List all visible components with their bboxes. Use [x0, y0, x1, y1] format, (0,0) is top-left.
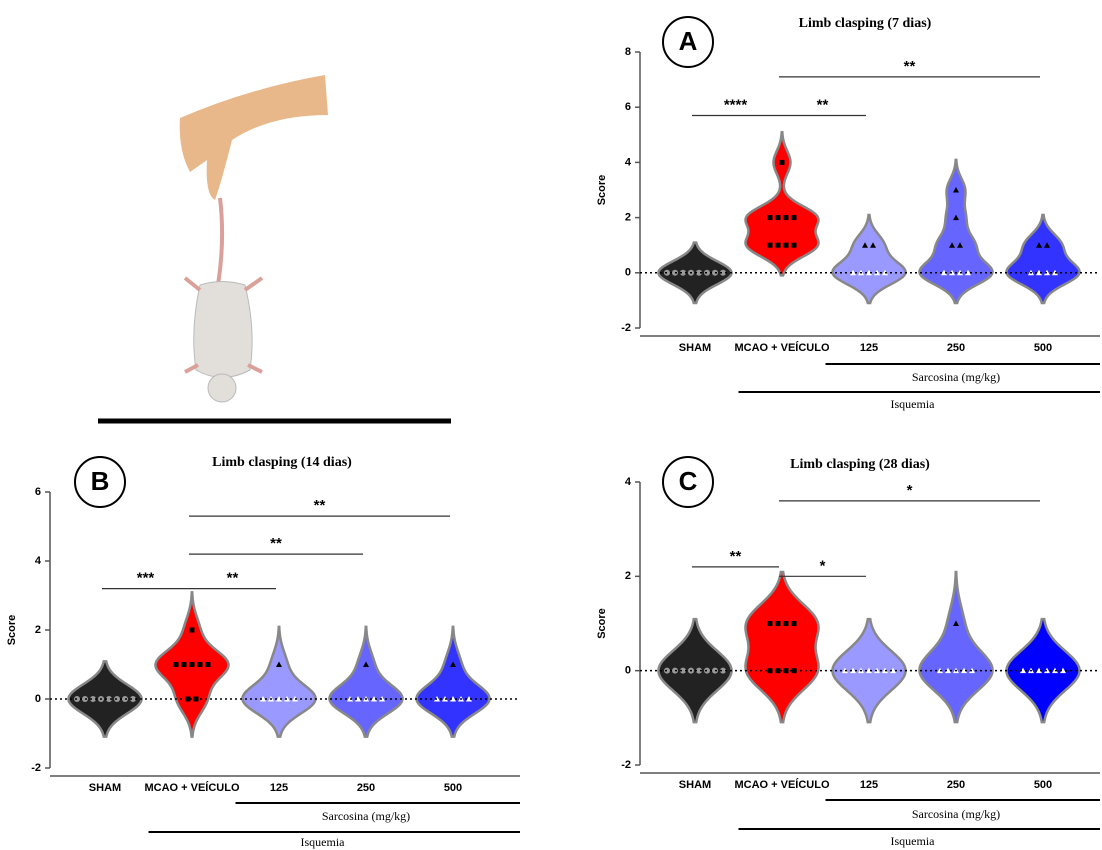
data-point: [190, 628, 195, 633]
tail: [218, 198, 222, 285]
y-tick-label: -2: [621, 322, 631, 334]
x-tick-label: SHAM: [679, 342, 711, 354]
y-axis-label: Score: [6, 615, 18, 646]
figure: Limb clasping (7 dias) A Score -2 0 2 4 6 8 SHAM M…: [0, 0, 1102, 850]
panel-label: B: [91, 466, 110, 496]
significance-label: *: [907, 482, 913, 499]
violin: [745, 572, 818, 722]
data-point: [114, 696, 120, 702]
x-tick-label: MCAO + VEÍCULO: [734, 778, 829, 791]
data-point: [776, 243, 781, 248]
violin: [919, 160, 992, 303]
data-point: [776, 621, 781, 626]
significance-label: **: [270, 535, 282, 552]
data-point: [784, 243, 789, 248]
x-tick-label: 125: [860, 342, 878, 354]
data-point: [776, 215, 781, 220]
hand: [180, 75, 328, 200]
group-label: Isquemia: [891, 397, 936, 411]
data-point: [784, 215, 789, 220]
data-point: [768, 243, 773, 248]
x-tick-label: 250: [947, 779, 965, 791]
chart-title: Limb clasping (14 dias): [212, 455, 352, 470]
x-tick-label: SHAM: [89, 782, 121, 794]
panel-label: C: [679, 466, 698, 496]
x-tick-label: MCAO + VEÍCULO: [144, 781, 239, 794]
x-tick-label: MCAO + VEÍCULO: [734, 341, 829, 354]
group-label: Isquemia: [301, 835, 346, 849]
violin: [242, 627, 315, 737]
y-tick-label: 8: [625, 46, 631, 58]
x-tick-label: 125: [270, 782, 288, 794]
x-tick-label: 250: [947, 342, 965, 354]
significance-label: ***: [137, 570, 155, 587]
data-point: [190, 662, 195, 667]
y-tick-label: 4: [35, 555, 42, 567]
y-tick-label: 2: [625, 570, 631, 582]
violin: [745, 132, 818, 275]
data-point: [182, 662, 187, 667]
body: [194, 282, 252, 378]
y-tick-label: 4: [625, 476, 632, 488]
violin: [832, 215, 905, 303]
y-axis-label: Score: [596, 175, 608, 206]
data-point: [780, 160, 785, 165]
y-tick-label: -2: [31, 762, 41, 774]
data-point: [792, 215, 797, 220]
data-point: [198, 662, 203, 667]
data-point: [792, 243, 797, 248]
y-tick-label: -2: [621, 759, 631, 771]
group-label: Sarcosina (mg/kg): [912, 807, 1000, 821]
y-tick-label: 6: [35, 486, 41, 498]
significance-label: **: [314, 497, 326, 514]
mouse-illustration: [98, 75, 451, 421]
panel-label: A: [679, 26, 698, 56]
y-tick-label: 2: [625, 212, 631, 224]
y-tick-label: 0: [625, 267, 631, 279]
violin: [1006, 619, 1079, 722]
group-label: Isquemia: [891, 834, 936, 848]
y-tick-label: 6: [625, 101, 631, 113]
group-label: Sarcosina (mg/kg): [912, 370, 1000, 384]
violin: [329, 627, 402, 737]
significance-label: *: [820, 557, 826, 574]
data-point: [174, 662, 179, 667]
chart-title: Limb clasping (7 dias): [799, 16, 932, 31]
significance-label: ****: [724, 96, 748, 113]
data-point: [768, 621, 773, 626]
x-tick-label: 125: [860, 779, 878, 791]
significance-label: **: [904, 58, 916, 75]
data-point: [768, 215, 773, 220]
x-tick-label: 250: [357, 782, 375, 794]
x-tick-label: 500: [444, 782, 462, 794]
significance-label: **: [730, 548, 742, 565]
x-tick-label: SHAM: [679, 779, 711, 791]
violin: [416, 627, 489, 737]
y-axis-label: Score: [596, 608, 608, 639]
data-point: [784, 621, 789, 626]
y-tick-label: 4: [625, 156, 632, 168]
significance-label: **: [227, 570, 239, 587]
group-label: Sarcosina (mg/kg): [322, 809, 410, 823]
x-tick-label: 500: [1034, 342, 1052, 354]
y-tick-label: 2: [35, 624, 41, 636]
x-tick-label: 500: [1034, 779, 1052, 791]
violin: [919, 572, 992, 722]
data-point: [792, 621, 797, 626]
chart-title: Limb clasping (28 dias): [790, 457, 930, 472]
head: [208, 374, 236, 402]
violin: [1006, 215, 1079, 303]
y-tick-label: 0: [625, 665, 631, 677]
data-point: [206, 662, 211, 667]
significance-label: **: [817, 96, 829, 113]
y-tick-label: 0: [35, 693, 41, 705]
